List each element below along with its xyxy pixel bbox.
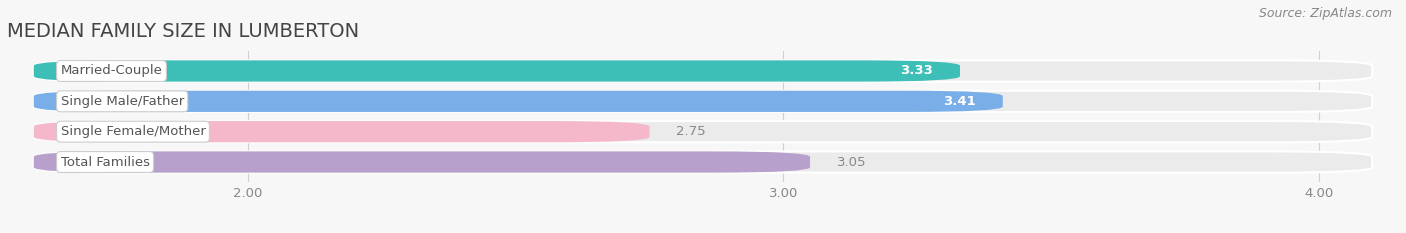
FancyBboxPatch shape — [34, 91, 1002, 112]
Text: 3.41: 3.41 — [943, 95, 976, 108]
FancyBboxPatch shape — [34, 91, 1372, 112]
Text: MEDIAN FAMILY SIZE IN LUMBERTON: MEDIAN FAMILY SIZE IN LUMBERTON — [7, 22, 359, 41]
Text: 2.75: 2.75 — [676, 125, 706, 138]
FancyBboxPatch shape — [34, 60, 960, 82]
Text: 3.05: 3.05 — [837, 155, 866, 168]
Text: Total Families: Total Families — [60, 155, 149, 168]
FancyBboxPatch shape — [34, 151, 1372, 173]
Text: Married-Couple: Married-Couple — [60, 65, 163, 78]
Text: Single Male/Father: Single Male/Father — [60, 95, 184, 108]
Text: Single Female/Mother: Single Female/Mother — [60, 125, 205, 138]
Text: Source: ZipAtlas.com: Source: ZipAtlas.com — [1258, 7, 1392, 20]
FancyBboxPatch shape — [34, 151, 810, 173]
Text: 3.33: 3.33 — [900, 65, 934, 78]
FancyBboxPatch shape — [34, 60, 1372, 82]
FancyBboxPatch shape — [34, 121, 1372, 142]
FancyBboxPatch shape — [34, 121, 650, 142]
